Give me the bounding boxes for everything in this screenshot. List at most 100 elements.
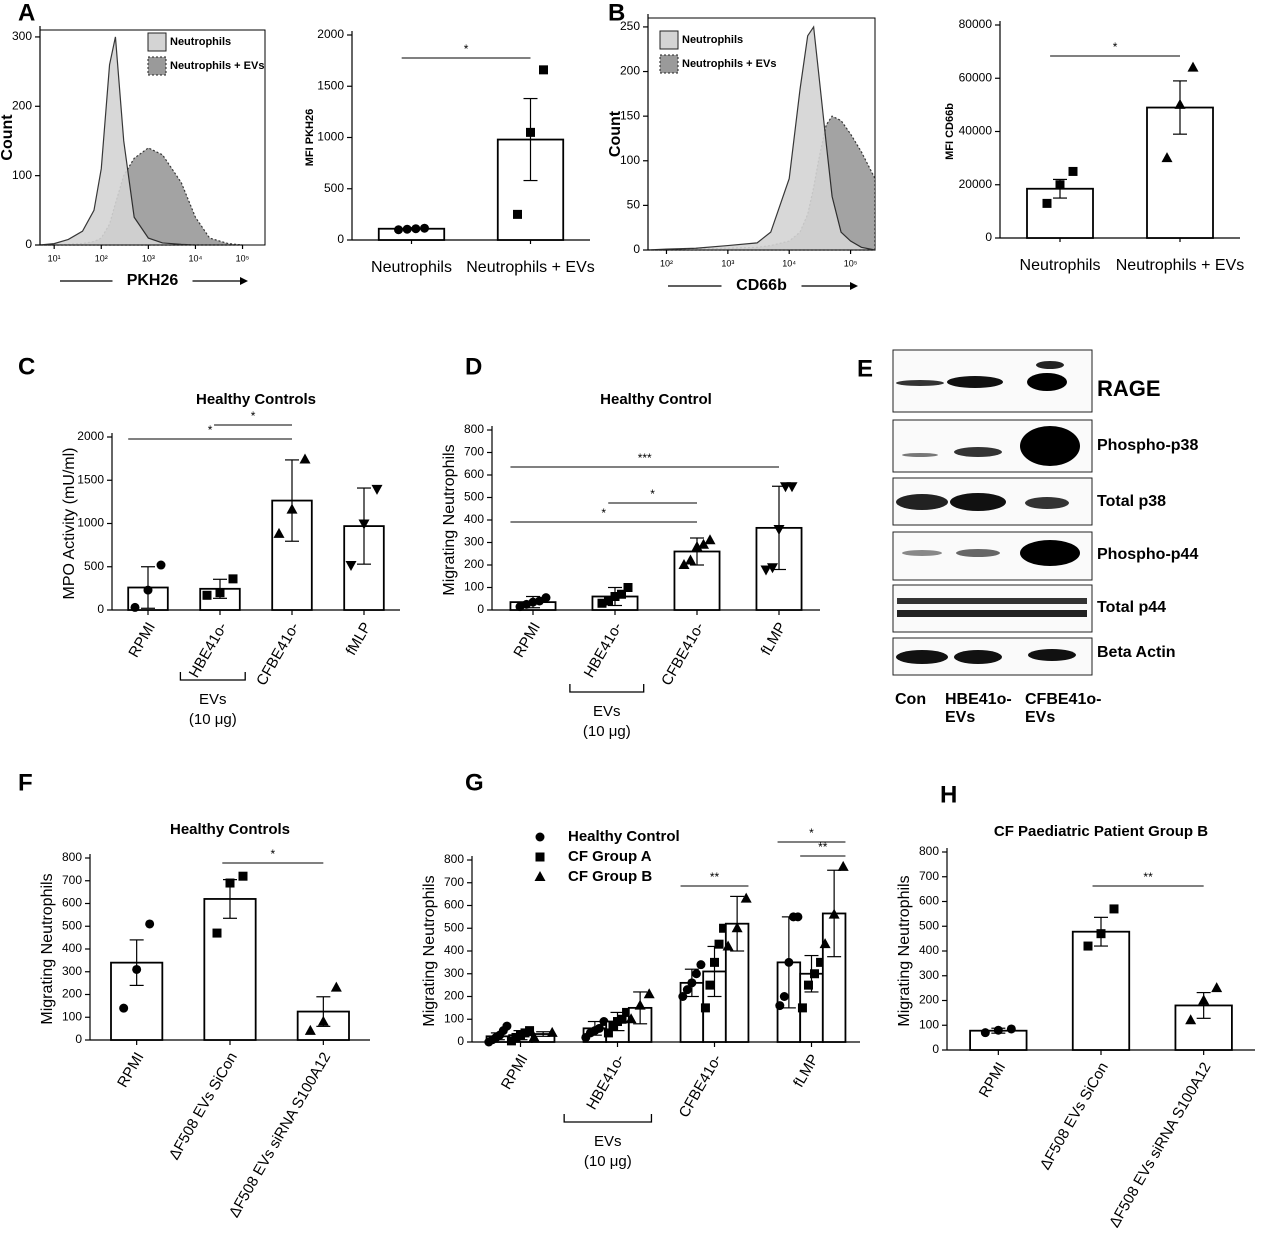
x-tick-label: Neutrophils (1020, 257, 1101, 274)
data-point (767, 563, 778, 574)
data-point (698, 538, 709, 549)
y-tick-label: 800 (464, 422, 484, 436)
y-tick-label: 1000 (77, 516, 104, 530)
x-tick-label: RPMI (125, 619, 158, 660)
x-tick-label: RPMI (510, 619, 543, 660)
western-blot (892, 349, 1093, 676)
x-tick-label: HBE41o- (583, 1051, 628, 1112)
panel-label: B (608, 0, 625, 26)
data-point (526, 127, 535, 137)
y-tick-label: 500 (919, 918, 939, 932)
data-point (594, 1023, 604, 1033)
arrow-head (240, 277, 248, 285)
y-tick-label: 500 (62, 918, 82, 932)
y-tick-label: 800 (62, 850, 82, 864)
data-point (534, 871, 546, 881)
y-tick-label: 400 (444, 943, 464, 957)
significance-label: ** (710, 870, 720, 884)
y-axis-label: Migrating Neutrophils (896, 875, 913, 1026)
data-point (687, 978, 697, 988)
band (1028, 649, 1076, 661)
y-tick-label: 0 (25, 237, 32, 251)
data-point (212, 928, 222, 938)
y-tick-label: 40000 (959, 124, 993, 138)
bracket-label: (10 μg) (583, 723, 631, 740)
data-point (516, 1030, 525, 1040)
blot-row-label: Phospho-p38 (1097, 437, 1198, 454)
significance-label: * (809, 826, 814, 840)
chart-title: CF Paediatric Patient Group B (994, 823, 1208, 840)
significance-label: * (270, 847, 275, 861)
data-point (215, 588, 225, 598)
y-tick-label: 0 (97, 602, 104, 616)
data-point (1161, 152, 1173, 163)
data-point (722, 940, 734, 951)
band (947, 376, 1003, 388)
bracket (569, 684, 645, 693)
data-point (797, 1003, 807, 1013)
data-point (156, 560, 166, 570)
band (954, 447, 1002, 457)
y-tick-label: 400 (464, 512, 484, 526)
x-tick-label: fMLP (343, 619, 375, 658)
data-point (622, 1007, 632, 1017)
data-point (358, 519, 370, 530)
x-tick-label: CFBE41o- (676, 1051, 726, 1120)
y-tick-label: 2000 (77, 429, 104, 443)
band (1020, 540, 1080, 566)
x-tick-label: RPMI (114, 1049, 147, 1090)
data-point (539, 65, 548, 75)
x-tick-label: 10² (95, 253, 108, 263)
band (1020, 426, 1080, 466)
x-tick-label: fLMP (790, 1051, 822, 1090)
data-point (1109, 904, 1119, 914)
x-tick-label: 10³ (142, 253, 155, 263)
data-point (793, 912, 803, 922)
y-tick-label: 0 (633, 242, 640, 256)
y-tick-label: 500 (464, 490, 484, 504)
legend-label: CF Group B (568, 868, 652, 885)
data-point (678, 992, 688, 1001)
data-point (1174, 98, 1186, 109)
significance-label: ** (1143, 870, 1153, 884)
panel-label: C (18, 353, 35, 380)
bar (1071, 930, 1131, 1051)
y-tick-label: 700 (62, 873, 82, 887)
y-tick-label: 600 (444, 898, 464, 912)
blot-lane-label: CFBE41o- (1025, 691, 1101, 708)
y-axis-label: MPO Activity (mU/ml) (61, 448, 78, 600)
data-point (710, 957, 719, 967)
y-tick-label: 700 (919, 869, 939, 883)
y-tick-label: 0 (985, 230, 992, 244)
y-axis-label: Migrating Neutrophils (421, 875, 438, 1026)
data-point (993, 1025, 1003, 1035)
y-tick-label: 100 (464, 580, 484, 594)
y-tick-label: 200 (620, 64, 640, 78)
data-point (535, 832, 545, 842)
significance-label: * (650, 487, 655, 501)
legend-label: Neutrophils (170, 36, 231, 48)
y-tick-label: 300 (62, 964, 82, 978)
y-tick-label: 400 (62, 941, 82, 955)
bracket-label: EVs (199, 691, 227, 708)
data-point (803, 980, 813, 990)
data-point (1187, 61, 1199, 72)
significance-label: * (464, 42, 469, 56)
data-point (625, 1013, 637, 1024)
x-tick-label: CFBE41o- (253, 619, 303, 688)
data-point (1096, 929, 1106, 939)
blot-row-label: Phospho-p44 (1097, 546, 1198, 563)
y-tick-label: 1500 (77, 472, 104, 486)
y-tick-label: 80000 (959, 17, 993, 31)
data-point (980, 1028, 990, 1038)
bracket (563, 1114, 653, 1123)
x-tick-label: CFBE41o- (658, 619, 708, 688)
data-point (1055, 180, 1065, 190)
band (1025, 497, 1069, 509)
data-point (225, 878, 235, 888)
data-point (610, 592, 620, 601)
bracket-label: (10 μg) (189, 711, 237, 728)
y-tick-label: 300 (919, 968, 939, 982)
y-tick-label: 500 (324, 181, 344, 195)
significance-label: * (208, 423, 213, 437)
